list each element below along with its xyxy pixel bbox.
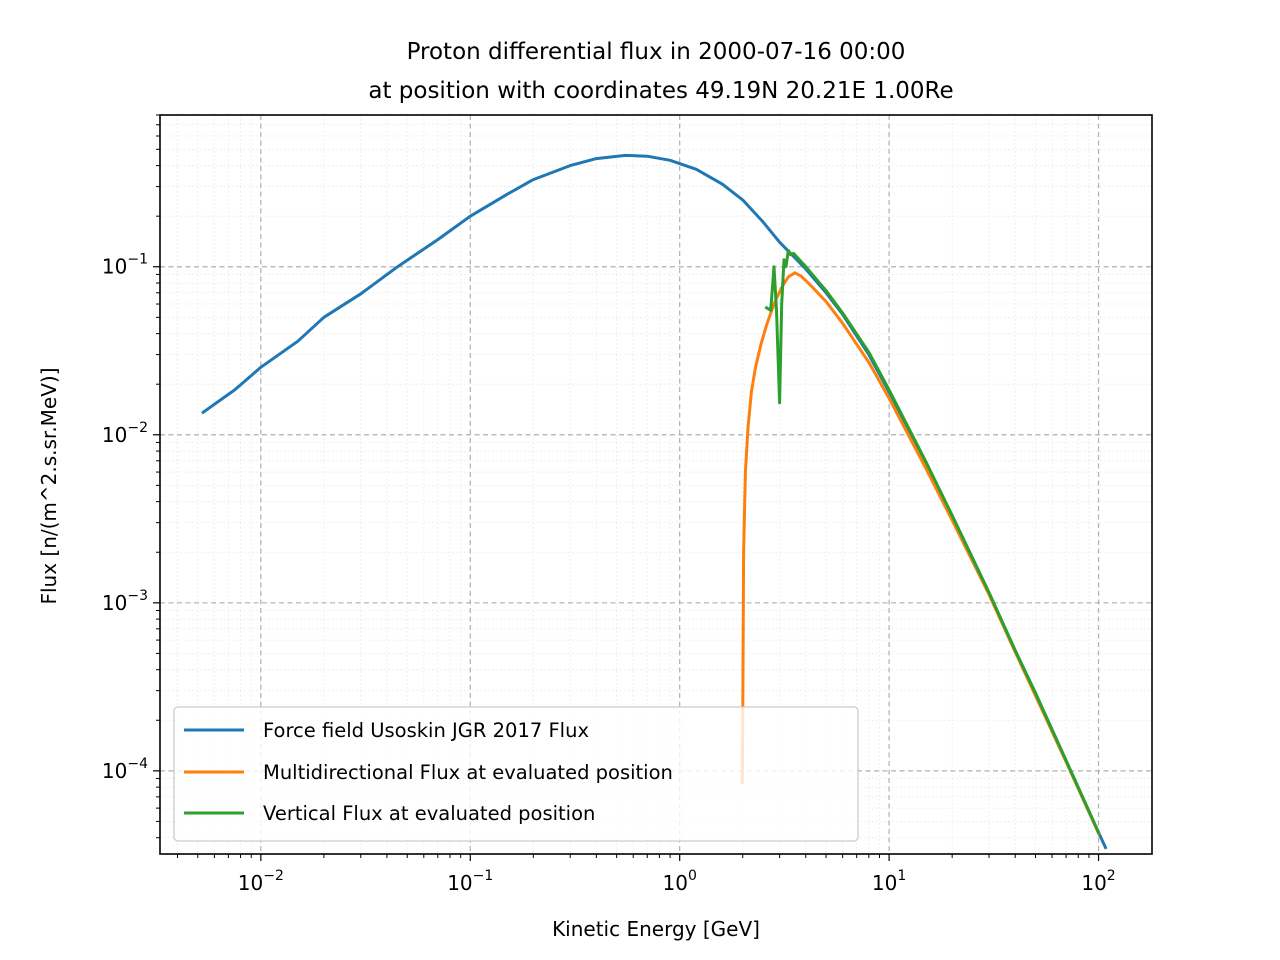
- y-tick-label: 10−2: [102, 420, 148, 447]
- x-tick-label: 101: [872, 868, 906, 895]
- legend: Force field Usoskin JGR 2017 Flux Multid…: [173, 706, 859, 842]
- legend-box: [173, 706, 859, 842]
- chart-title-line-2: at position with coordinates 49.19N 20.2…: [368, 78, 953, 104]
- x-tick-label: 102: [1081, 868, 1115, 895]
- x-tick-label: 10−2: [238, 868, 284, 895]
- series-line-2: [764, 249, 1101, 835]
- series-layer: [201, 153, 1108, 850]
- y-tick-label: 10−1: [102, 252, 148, 279]
- legend-label-force-field: Force field Usoskin JGR 2017 Flux: [263, 719, 589, 742]
- legend-label-vertical: Vertical Flux at evaluated position: [263, 802, 595, 825]
- y-tick-label: 10−4: [102, 756, 148, 783]
- axis-ticks: 10−2 10−1 100 101 102 10−4 10−3 10−2 10−1: [102, 114, 1116, 895]
- x-axis-label: Kinetic Energy [GeV]: [552, 917, 760, 941]
- y-tick-label: 10−3: [102, 588, 148, 615]
- x-tick-label: 100: [663, 868, 697, 895]
- plot-frame: [159, 114, 1153, 855]
- legend-label-multidirectional: Multidirectional Flux at evaluated posit…: [263, 761, 673, 784]
- y-axis-label: Flux [n/(m^2.s.sr.MeV)]: [37, 367, 61, 604]
- x-tick-label: 10−1: [447, 868, 493, 895]
- chart-title-line-1: Proton differential flux in 2000-07-16 0…: [407, 39, 906, 65]
